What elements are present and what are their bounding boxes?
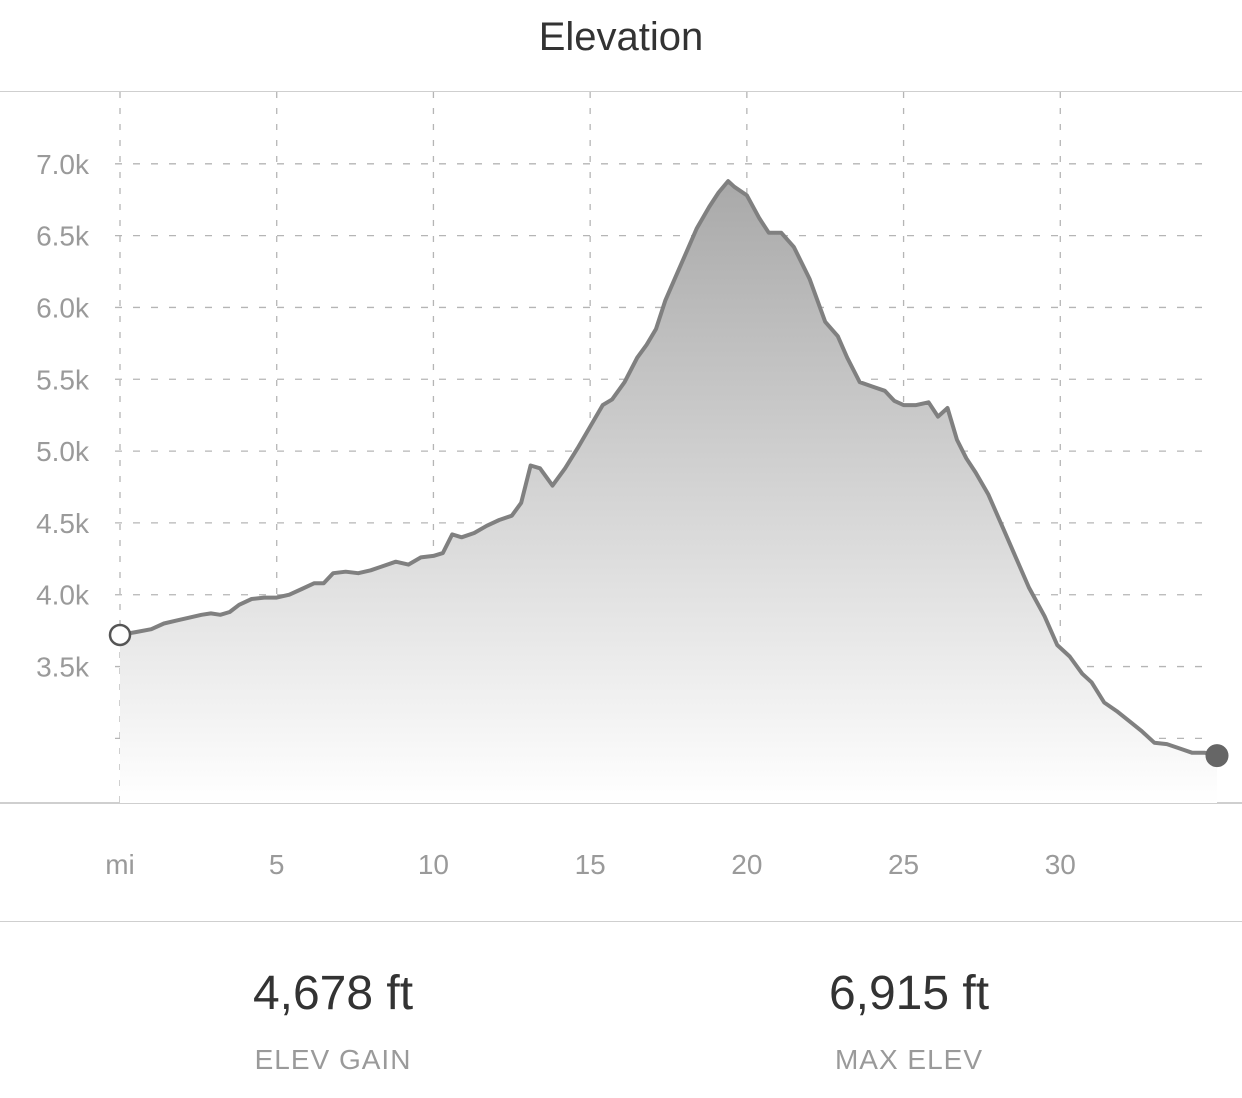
elevation-chart-svg: 3.5k 4.0k 4.5k 5.0k 5.5k 6.0k 6.5k 7.0k mi 5 10 15 2… (0, 92, 1242, 880)
chart-header: Elevation (0, 0, 1242, 92)
y-tick-label: 7.0k (36, 149, 90, 180)
x-tick-label: 15 (575, 849, 606, 880)
max-elev-value: 6,915 ft (828, 967, 990, 1020)
elev-gain-stat: 4,678 ft ELEV GAIN (123, 962, 543, 1078)
elevation-line (119, 179, 1218, 758)
start-marker (108, 623, 132, 647)
elevation-area (120, 181, 1217, 804)
x-tick-label: mi (105, 849, 135, 880)
x-tick-label: 10 (418, 849, 449, 880)
x-tick-label: 25 (888, 849, 919, 880)
x-tick-label: 20 (731, 849, 762, 880)
max-elev-stat: 6,915 ft MAX ELEV (699, 962, 1119, 1078)
elev-gain-value: 4,678 ft (252, 967, 414, 1020)
elev-gain-label: ELEV GAIN (254, 1044, 412, 1075)
stats-divider (0, 921, 1242, 922)
y-tick-label: 6.0k (36, 292, 90, 323)
x-tick-label: 30 (1045, 849, 1076, 880)
chart-title: Elevation (538, 15, 704, 59)
y-tick-label: 5.0k (36, 436, 90, 467)
max-elev-label: MAX ELEV (834, 1044, 984, 1075)
y-tick-label: 4.5k (36, 508, 90, 539)
end-marker (1205, 744, 1229, 768)
y-tick-label: 6.5k (36, 221, 90, 252)
elevation-chart: 3.5k 4.0k 4.5k 5.0k 5.5k 6.0k 6.5k 7.0k mi 5 10 15 2… (0, 92, 1242, 922)
y-tick-label: 3.5k (36, 652, 90, 683)
y-tick-label: 5.5k (36, 364, 90, 395)
y-tick-label: 4.0k (36, 580, 90, 611)
x-tick-label: 5 (269, 849, 285, 880)
